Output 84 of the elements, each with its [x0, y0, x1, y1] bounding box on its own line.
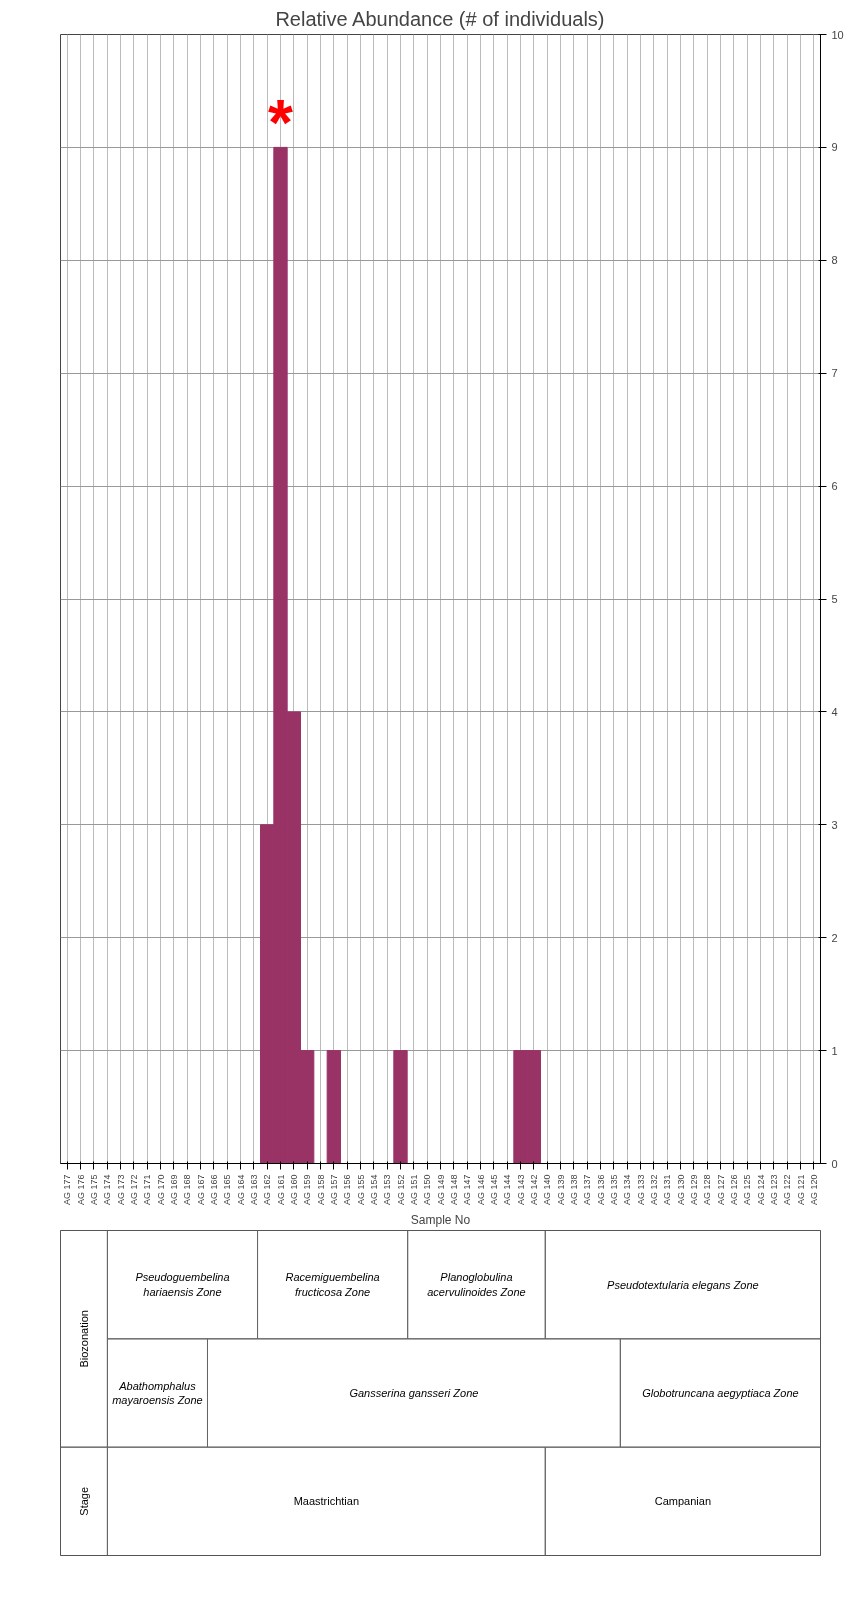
x-tick-label: AG 147	[462, 1174, 473, 1206]
y-tick-label: 8	[831, 254, 838, 267]
text: Campanian	[654, 1495, 712, 1508]
bar	[393, 1050, 408, 1164]
x-tick-label: AG 172	[128, 1174, 139, 1206]
annotation: *	[268, 87, 294, 160]
x-tick-label: AG 175	[88, 1174, 99, 1206]
x-tick-label: AG 125	[742, 1174, 753, 1206]
text: Racemiguembelina fructicosa Zone	[285, 1271, 380, 1298]
text: Pseudoguembelina hariaensis Zone	[135, 1271, 230, 1298]
x-tick-label: AG 127	[715, 1174, 726, 1206]
x-tick-label: AG 145	[488, 1174, 499, 1206]
x-tick-label: AG 140	[542, 1174, 553, 1206]
bar	[326, 1050, 341, 1164]
x-tick-label: AG 153	[382, 1174, 393, 1206]
x-tick-label: AG 154	[368, 1174, 379, 1206]
x-tick-label: AG 152	[395, 1174, 406, 1206]
x-tick-label: AG 143	[515, 1174, 526, 1206]
x-tick-label: AG 138	[568, 1174, 579, 1206]
x-tick-label: AG 156	[342, 1174, 353, 1206]
text: Pseudotextularia elegans Zone	[607, 1278, 759, 1291]
y-tick-label: 4	[831, 705, 838, 718]
x-tick-label: AG 176	[75, 1174, 86, 1206]
y-tick-label: 2	[831, 931, 838, 944]
x-tick-label: AG 155	[355, 1174, 366, 1206]
x-tick-label: AG 163	[248, 1174, 259, 1206]
x-tick-label: AG 173	[115, 1174, 126, 1206]
x-tick-label: AG 129	[688, 1174, 699, 1206]
x-tick-label: AG 134	[622, 1174, 633, 1206]
x-tick-label: AG 161	[275, 1174, 286, 1206]
x-tick-label: AG 121	[795, 1174, 806, 1206]
text: Planoglobulina acervulinoides Zone	[427, 1271, 526, 1298]
x-tick-label: AG 157	[328, 1174, 339, 1206]
x-tick-label: AG 169	[168, 1174, 179, 1206]
x-axis-title: Sample No	[410, 1213, 471, 1228]
x-tick-label: AG 165	[222, 1174, 233, 1206]
x-tick-label: AG 128	[702, 1174, 713, 1206]
x-tick-label: AG 151	[408, 1174, 419, 1206]
y-tick-label: 6	[831, 480, 838, 493]
text: Maastrichtian	[293, 1495, 360, 1508]
y-tick-label: 9	[831, 141, 838, 154]
x-tick-label: AG 136	[595, 1174, 606, 1206]
x-tick-label: AG 177	[62, 1174, 73, 1206]
x-tick-label: AG 124	[755, 1174, 766, 1206]
x-tick-label: AG 126	[728, 1174, 739, 1206]
y-tick-label: 7	[831, 367, 838, 380]
y-tick-label: 5	[831, 593, 838, 605]
x-tick-label: AG 131	[662, 1174, 673, 1206]
y-tick-label: 1	[831, 1044, 838, 1057]
y-tick-label: 3	[831, 818, 838, 831]
x-tick-label: AG 150	[422, 1174, 433, 1206]
y-tick-label: 10	[831, 28, 844, 41]
text: Abathomphalus mayaroensis Zone	[112, 1379, 203, 1407]
x-tick-label: AG 160	[288, 1174, 299, 1206]
x-tick-label: AG 174	[102, 1174, 113, 1206]
text: Globotruncana aegyptiaca Zone	[642, 1387, 799, 1399]
x-tick-label: AG 164	[235, 1174, 246, 1206]
x-tick-label: AG 135	[608, 1174, 619, 1206]
x-tick-label: AG 158	[315, 1174, 326, 1206]
x-tick-label: AG 146	[475, 1174, 486, 1206]
x-tick-label: AG 148	[448, 1174, 459, 1206]
text: Biozonation	[77, 1310, 90, 1368]
x-tick-label: AG 170	[155, 1174, 166, 1206]
x-tick-label: AG 130	[675, 1174, 686, 1206]
x-tick-label: AG 133	[635, 1174, 646, 1206]
x-tick-label: AG 120	[808, 1174, 819, 1206]
text: Gansserina gansseri Zone	[349, 1387, 479, 1399]
x-tick-label: AG 139	[555, 1174, 566, 1206]
x-tick-label: AG 162	[262, 1174, 273, 1206]
x-tick-label: AG 167	[195, 1174, 206, 1206]
x-tick-label: AG 122	[782, 1174, 793, 1206]
x-tick-label: AG 132	[648, 1174, 659, 1206]
text: Stage	[77, 1486, 90, 1516]
x-tick-label: AG 159	[302, 1174, 313, 1206]
chart-title: Relative Abundance (# of individuals)	[275, 7, 605, 30]
x-tick-label: AG 144	[502, 1174, 513, 1206]
x-tick-label: AG 149	[435, 1174, 446, 1206]
x-tick-label: AG 142	[528, 1174, 539, 1206]
x-tick-label: AG 123	[768, 1174, 779, 1206]
y-tick-label: 0	[831, 1157, 838, 1170]
x-tick-label: AG 137	[582, 1174, 593, 1206]
x-tick-label: AG 171	[142, 1174, 153, 1206]
x-tick-label: AG 168	[182, 1174, 193, 1206]
x-tick-label: AG 166	[208, 1174, 219, 1206]
